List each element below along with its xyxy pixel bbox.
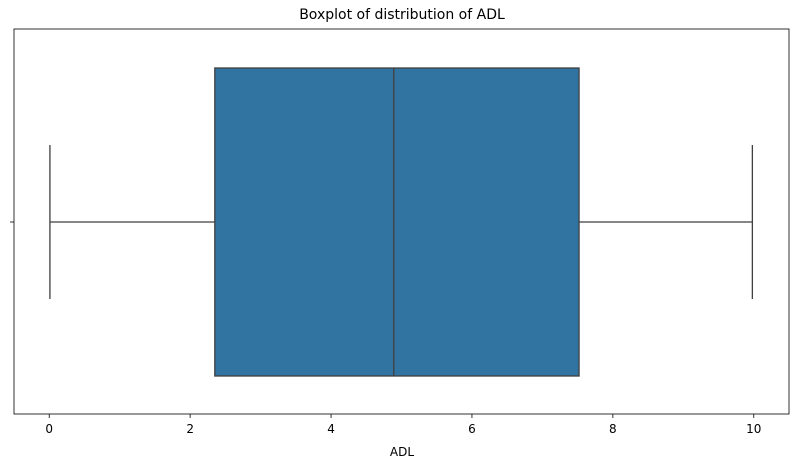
x-axis-ticks: 0 2 4 6 8 10	[45, 414, 761, 436]
x-tick-label: 6	[468, 422, 476, 436]
x-tick-label: 10	[746, 422, 761, 436]
chart-title: Boxplot of distribution of ADL	[299, 7, 505, 23]
x-tick-label: 2	[186, 422, 194, 436]
x-tick-label: 8	[609, 422, 617, 436]
x-axis-label: ADL	[390, 445, 414, 459]
iqr-box	[214, 67, 580, 377]
x-tick-label: 4	[327, 422, 335, 436]
plot-frame	[13, 28, 790, 415]
x-tick-label: 0	[45, 422, 53, 436]
